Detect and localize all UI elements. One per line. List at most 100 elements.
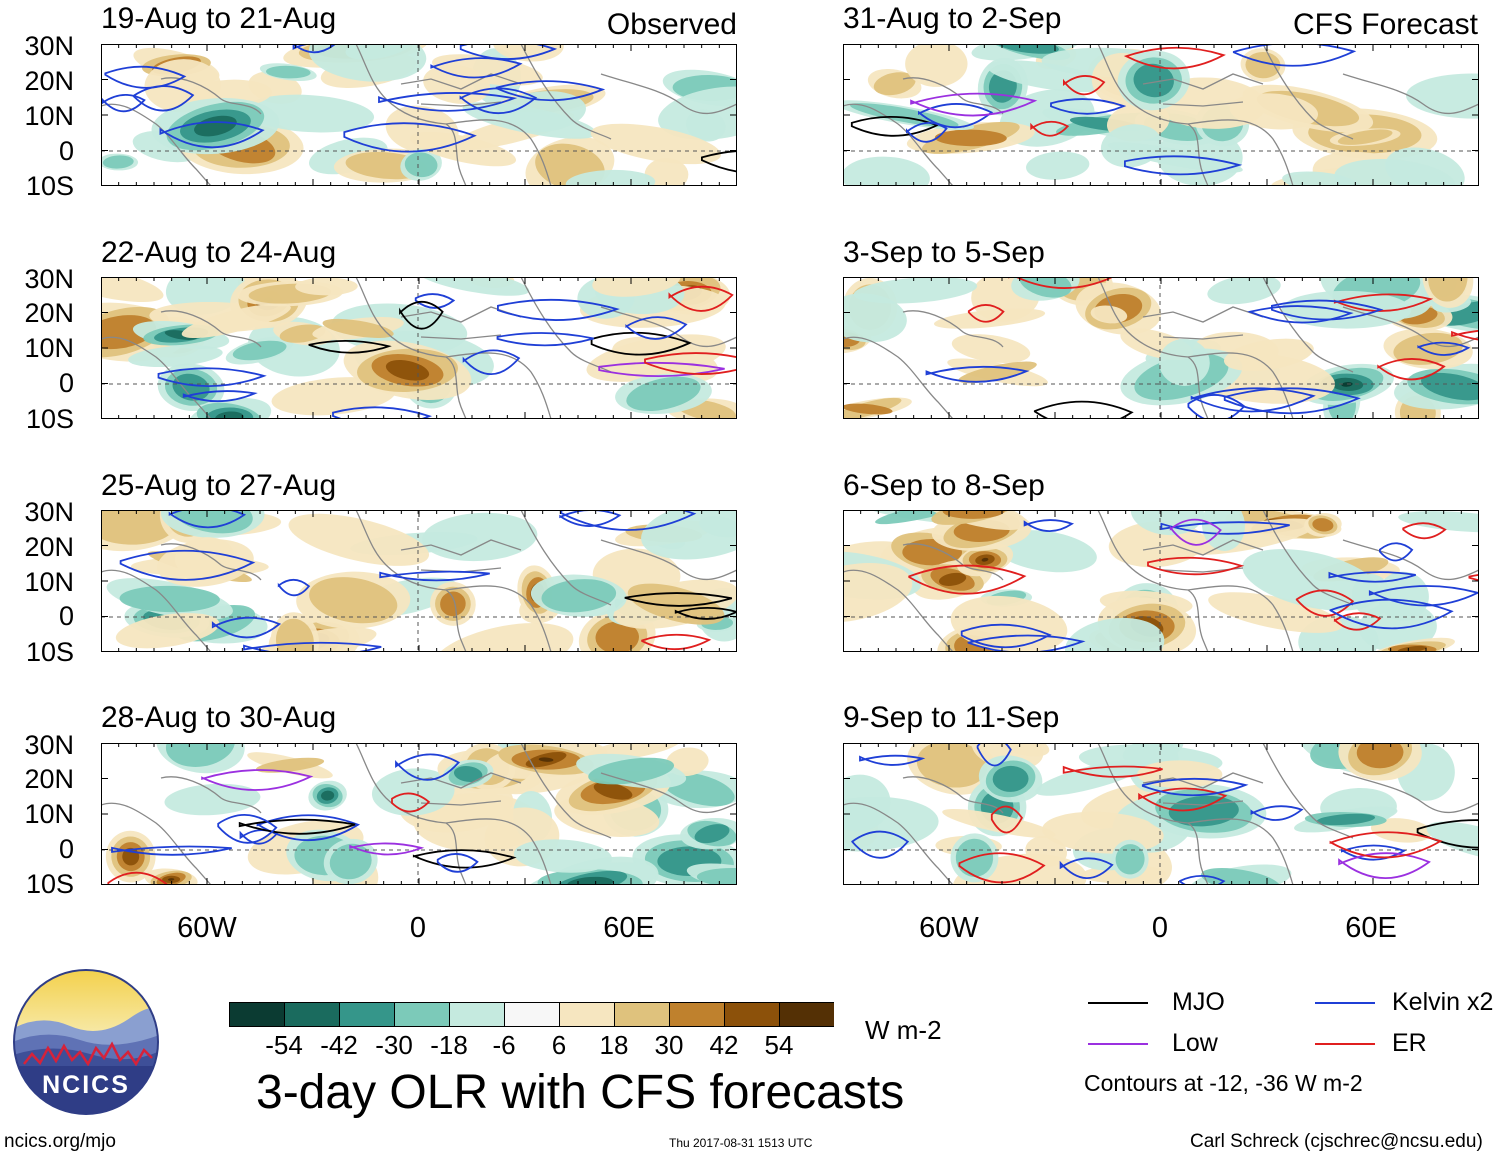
olr-anomaly-blob xyxy=(232,340,287,361)
panel-title-7: 6-Sep to 8-Sep xyxy=(843,469,1045,502)
olr-anomaly-blob xyxy=(934,129,1007,147)
wave-contour xyxy=(1250,805,1304,821)
wave-contour xyxy=(243,641,382,652)
olr-anomaly-blob xyxy=(595,621,639,652)
olr-anomaly-blob xyxy=(590,123,722,165)
olr-anomaly-blob xyxy=(1245,52,1281,79)
panel-frame xyxy=(843,277,1479,419)
coastline-americas xyxy=(101,103,212,186)
legend-swatch-mjo xyxy=(1088,1002,1148,1004)
panel-title-5: 31-Aug to 2-Sep xyxy=(843,2,1062,35)
olr-anomaly-blob xyxy=(1025,836,1068,867)
panel-frame xyxy=(101,44,737,186)
wave-contour xyxy=(101,94,146,113)
colorbar-box xyxy=(559,1002,615,1027)
wave-contour xyxy=(238,818,356,835)
coastline-africa-west xyxy=(1097,277,1209,419)
wave-contour xyxy=(967,634,1086,652)
wave-contour xyxy=(1333,293,1434,312)
map-panel-2 xyxy=(101,277,737,419)
colorbar-tick-label: -54 xyxy=(265,1030,303,1060)
colorbar xyxy=(229,1002,834,1027)
coastline-americas xyxy=(843,336,954,419)
coastline-africa-gulf xyxy=(1187,119,1294,186)
map-panel-1 xyxy=(101,44,737,186)
olr-anomaly-blob xyxy=(1026,151,1090,180)
wave-contour xyxy=(1124,155,1243,176)
wave-contour xyxy=(496,332,594,347)
wave-contour xyxy=(378,92,518,112)
olr-anomaly-blob xyxy=(1334,159,1456,186)
reference-lines xyxy=(843,44,1479,186)
panel-frame xyxy=(101,277,737,419)
wave-contour xyxy=(1416,819,1479,849)
coastline-africa-west xyxy=(355,44,467,186)
olr-anomaly-blob xyxy=(1312,518,1334,532)
coastline-americas xyxy=(843,802,954,885)
panel-frame xyxy=(843,743,1479,885)
wave-contour xyxy=(598,361,725,377)
map-panel-3 xyxy=(101,510,737,652)
wave-contour xyxy=(1329,831,1443,859)
olr-anomaly-shading xyxy=(843,743,1479,885)
coastline-americas xyxy=(101,336,212,419)
olr-anomaly-blob xyxy=(164,783,261,816)
legend-label-mjo: MJO xyxy=(1172,988,1225,1016)
reference-lines xyxy=(101,44,737,186)
olr-anomaly-blob xyxy=(1115,844,1145,875)
olr-anomaly-blob xyxy=(165,277,246,315)
lat-label-10n: 10N xyxy=(24,567,74,597)
olr-anomaly-blob xyxy=(1207,277,1281,305)
coastlines xyxy=(101,510,737,652)
wave-contours xyxy=(851,743,1479,885)
wave-contour xyxy=(104,65,187,89)
legend-swatch-er xyxy=(1315,1043,1375,1045)
coastline-africa-west xyxy=(355,510,467,652)
olr-anomaly-blob xyxy=(1242,549,1381,611)
lat-label-20n: 20N xyxy=(24,298,74,328)
olr-anomaly-blob xyxy=(288,513,430,566)
wave-contour xyxy=(624,592,733,607)
coastlines xyxy=(101,743,737,885)
olr-anomaly-blob xyxy=(942,808,1056,839)
wave-contour xyxy=(1179,874,1226,885)
olr-anomaly-blob xyxy=(167,878,175,881)
panel-title-8: 9-Sep to 11-Sep xyxy=(843,701,1060,734)
olr-anomaly-blob xyxy=(916,743,988,788)
wave-contour xyxy=(1402,522,1447,540)
map-panel-8 xyxy=(843,743,1479,885)
wave-contour xyxy=(925,365,1030,383)
wave-contour xyxy=(701,150,737,173)
coastline-africa-gulf xyxy=(445,352,552,419)
colorbar-tick-label: 54 xyxy=(764,1030,794,1060)
olr-anomaly-blob xyxy=(593,782,633,800)
country-borders xyxy=(1142,306,1264,340)
legend-label-low: Low xyxy=(1172,1029,1218,1057)
country-borders xyxy=(400,73,522,107)
wave-contour xyxy=(1329,598,1454,630)
olr-anomaly-blob xyxy=(295,277,358,296)
olr-anomaly-blob xyxy=(1019,277,1072,298)
panel-title-1: 19-Aug to 21-Aug xyxy=(101,2,337,35)
colorbar-tick-label: -6 xyxy=(492,1030,516,1060)
ncics-logo: NCICS xyxy=(13,969,159,1115)
lat-label-10n: 10N xyxy=(24,101,74,131)
olr-anomaly-blob xyxy=(1398,511,1479,533)
lat-label-10s: 10S xyxy=(25,637,74,667)
coastline-arabia xyxy=(1342,73,1479,115)
wave-contour xyxy=(239,829,279,845)
olr-anomaly-blob xyxy=(987,60,1110,93)
reference-lines xyxy=(101,277,737,419)
olr-anomaly-blob xyxy=(567,876,613,885)
wave-contours xyxy=(925,277,1479,419)
wave-contour xyxy=(906,122,948,143)
coastline-caribbean xyxy=(160,776,262,814)
coastline-americas xyxy=(101,802,212,885)
lat-label-10s: 10S xyxy=(25,171,74,201)
olr-anomaly-blob xyxy=(309,577,398,624)
olr-anomaly-blob xyxy=(416,277,530,296)
wave-contour xyxy=(859,754,926,766)
colorbar-tick-label: 42 xyxy=(709,1030,739,1060)
wave-contour xyxy=(1333,612,1382,631)
panel-frame xyxy=(843,44,1479,186)
